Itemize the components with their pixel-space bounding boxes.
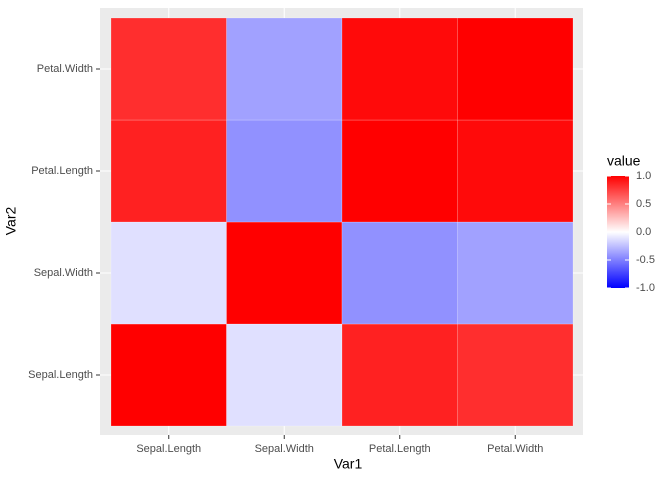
x-tick-label: Sepal.Length — [136, 443, 201, 455]
colorbar — [607, 176, 629, 288]
colorbar-tick-label: 0.5 — [636, 198, 651, 210]
heatmap-cell — [110, 221, 227, 325]
colorbar-tick-label: 0.0 — [636, 226, 651, 238]
heatmap-cell — [226, 17, 343, 121]
colorbar-tick-label: -0.5 — [636, 254, 655, 266]
heatmap-cell — [457, 221, 574, 325]
heatmap-cell — [226, 119, 343, 223]
colorbar-tick-label: 1.0 — [636, 170, 651, 182]
heatmap-cell — [341, 119, 458, 223]
heatmap-cell — [110, 119, 227, 223]
colorbar-tick-label: -1.0 — [636, 282, 655, 294]
heatmap-cell — [457, 17, 574, 121]
x-tick-label: Petal.Width — [487, 443, 543, 455]
heatmap-cell — [341, 323, 458, 427]
x-axis-title: Var1 — [334, 456, 363, 472]
heatmap-cell — [226, 323, 343, 427]
x-tick-label: Sepal.Width — [255, 443, 314, 455]
heatmap-cell — [341, 17, 458, 121]
heatmap-cell — [341, 221, 458, 325]
heatmap-cell — [110, 323, 227, 427]
y-tick-label: Sepal.Width — [34, 267, 93, 279]
y-axis-title: Var2 — [3, 207, 19, 236]
heatmap-cell — [110, 17, 227, 121]
y-tick-label: Petal.Width — [37, 63, 93, 75]
legend-title: value — [607, 153, 641, 169]
x-tick-label: Petal.Length — [369, 443, 431, 455]
heatmap-cell — [226, 221, 343, 325]
heatmap-cell — [457, 119, 574, 223]
heatmap-cell — [457, 323, 574, 427]
y-tick-label: Petal.Length — [31, 165, 93, 177]
y-tick-label: Sepal.Length — [28, 369, 93, 381]
